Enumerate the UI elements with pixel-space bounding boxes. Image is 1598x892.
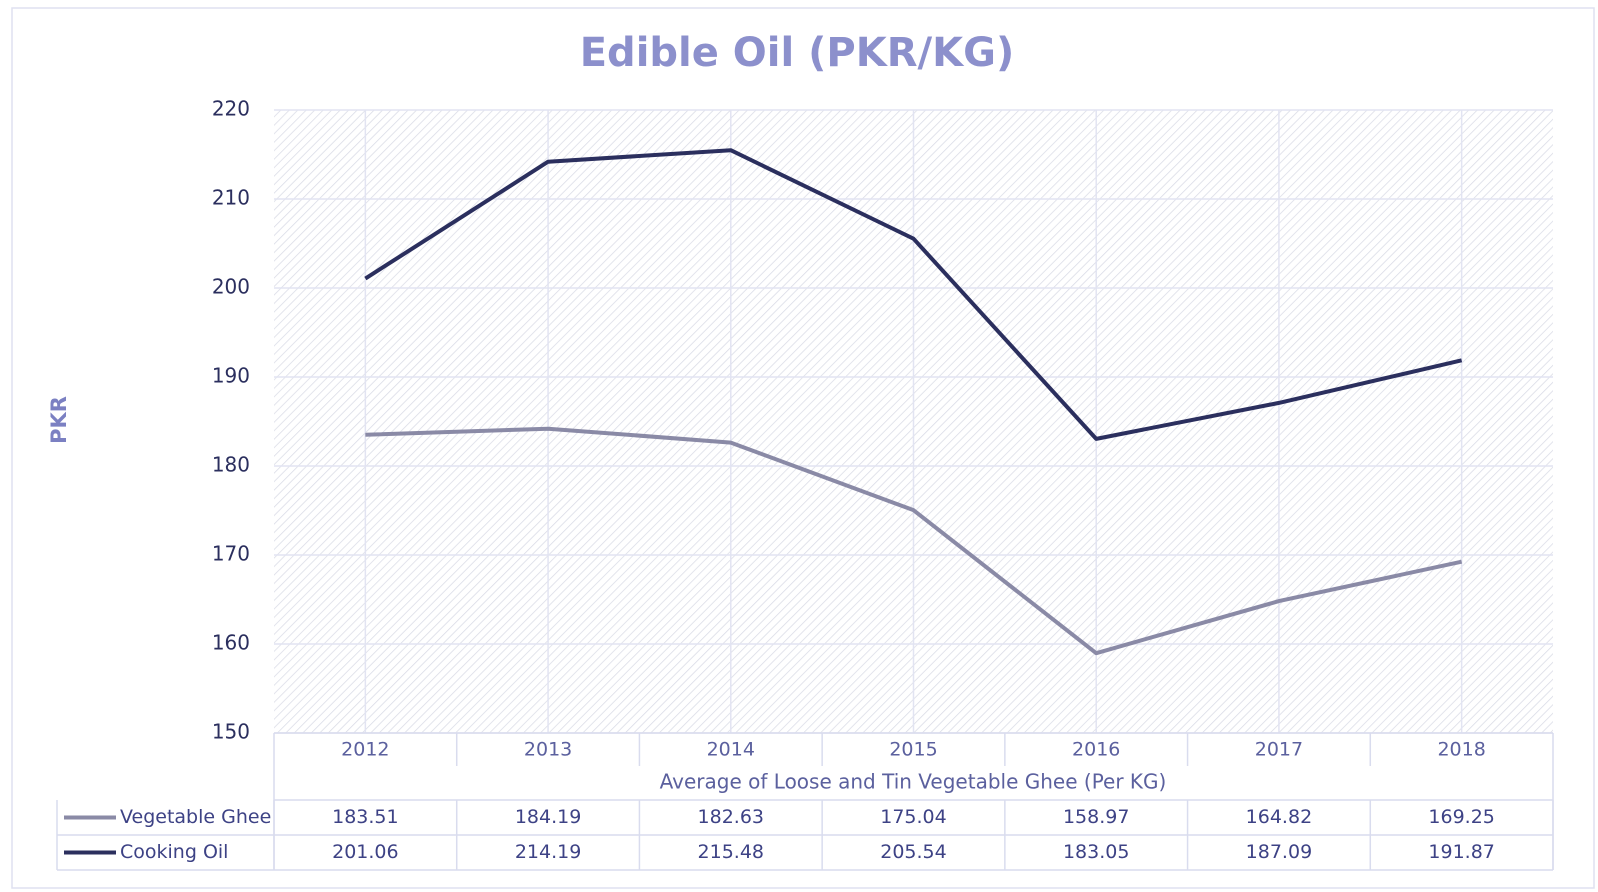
y-tick-label: 210 (212, 186, 250, 210)
legend-label: Cooking Oil (120, 841, 228, 863)
table-value: 164.82 (1246, 806, 1312, 828)
y-tick-label: 190 (212, 364, 250, 388)
y-tick-label: 200 (212, 275, 250, 299)
series-line (365, 426, 1463, 656)
legend-label: Vegetable Ghee (120, 806, 271, 828)
x-tick-label: 2013 (524, 739, 572, 761)
table-value: 191.87 (1428, 841, 1494, 863)
y-tick-label: 160 (212, 631, 250, 655)
x-axis-label: Average of Loose and Tin Vegetable Ghee … (660, 770, 1167, 794)
x-tick-label: 2015 (889, 739, 937, 761)
x-tick-label: 2016 (1072, 739, 1120, 761)
table-value: 184.19 (515, 806, 581, 828)
table-value: 201.06 (332, 841, 398, 863)
y-tick-label: 180 (212, 453, 250, 477)
x-tick-label: 2014 (707, 739, 755, 761)
chart-title: Edible Oil (PKR/KG) (580, 30, 1015, 76)
x-tick-label: 2017 (1255, 739, 1303, 761)
table-value: 205.54 (880, 841, 946, 863)
table-value: 183.51 (332, 806, 398, 828)
y-tick-label: 220 (212, 97, 250, 121)
table-value: 215.48 (698, 841, 764, 863)
table-value: 183.05 (1063, 841, 1129, 863)
table-value: 182.63 (698, 806, 764, 828)
table-value: 175.04 (880, 806, 946, 828)
chart-border (11, 7, 1595, 889)
x-tick-label: 2012 (341, 739, 389, 761)
table-value: 187.09 (1246, 841, 1312, 863)
x-tick-label: 2018 (1437, 739, 1485, 761)
table-value: 214.19 (515, 841, 581, 863)
series-line (364, 148, 1463, 441)
y-tick-label: 150 (212, 720, 250, 744)
table-value: 158.97 (1063, 806, 1129, 828)
y-tick-label: 170 (212, 542, 250, 566)
y-axis-label: PKR (47, 396, 71, 444)
table-value: 169.25 (1428, 806, 1494, 828)
